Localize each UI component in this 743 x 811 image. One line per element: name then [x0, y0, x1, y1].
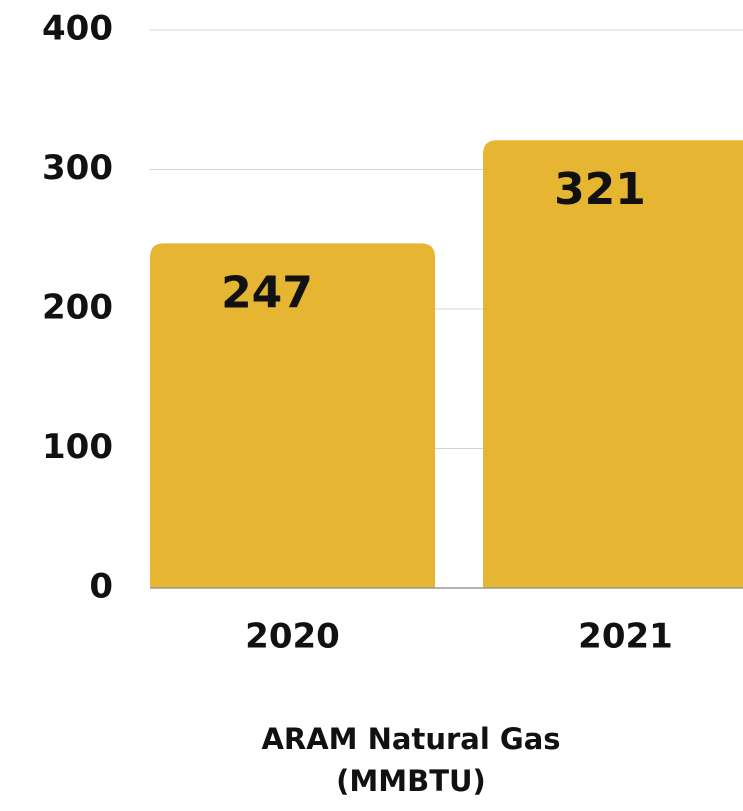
chart: 0 100 200 300 400 247 2020 321 2021: [42, 9, 743, 657]
x-tick-label: 2021: [578, 617, 673, 657]
x-tick-label: 2020: [245, 617, 340, 657]
x-axis-label: ARAM Natural Gas (MMBTU): [261, 722, 561, 798]
y-tick-label: 300: [42, 148, 113, 188]
data-label: 321: [554, 164, 646, 215]
y-tick-label: 100: [42, 427, 113, 467]
y-tick-label: 0: [89, 567, 113, 607]
y-tick-label: 400: [42, 9, 113, 49]
bar: [483, 140, 743, 588]
y-tick-label: 200: [42, 288, 113, 328]
data-label: 247: [221, 267, 313, 318]
bar: [150, 243, 435, 588]
